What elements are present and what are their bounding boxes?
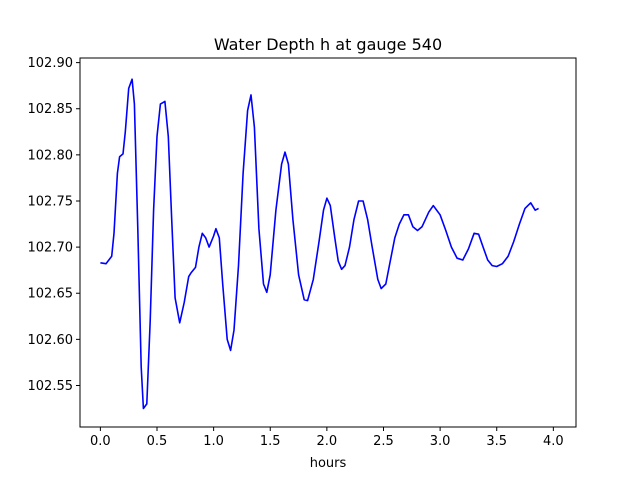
series-line-0	[100, 78, 539, 410]
y-tick-label: 102.65	[28, 287, 74, 302]
y-tick-label: 102.70	[28, 241, 74, 256]
x-tick-label: 2.0	[317, 434, 338, 449]
y-tick-label: 102.75	[28, 194, 74, 209]
x-tick-label: 0.5	[147, 434, 168, 449]
x-axis: 0.0 0.5 1.0 1.5 2.0 2.5 3.0 3.5 4.0	[90, 427, 564, 449]
x-tick-label: 1.0	[203, 434, 224, 449]
x-axis-label: hours	[310, 456, 347, 471]
plot-area	[79, 57, 577, 428]
x-tick-label: 0.0	[90, 434, 111, 449]
x-tick-label: 2.5	[373, 434, 394, 449]
x-tick-label: 4.0	[543, 434, 564, 449]
y-tick-label: 102.85	[28, 102, 74, 117]
x-tick-label: 1.5	[260, 434, 281, 449]
chart-title: Water Depth h at gauge 540	[214, 35, 442, 54]
x-tick-label: 3.5	[486, 434, 507, 449]
axes-frame	[79, 57, 577, 428]
y-tick-label: 102.55	[28, 379, 74, 394]
y-tick-label: 102.60	[28, 333, 74, 348]
y-axis: 102.55 102.60 102.65 102.70 102.75 102.80 102.…	[28, 56, 80, 394]
y-tick-label: 102.80	[28, 148, 74, 163]
x-tick-label: 3.0	[430, 434, 451, 449]
y-tick-label: 102.90	[28, 56, 74, 71]
